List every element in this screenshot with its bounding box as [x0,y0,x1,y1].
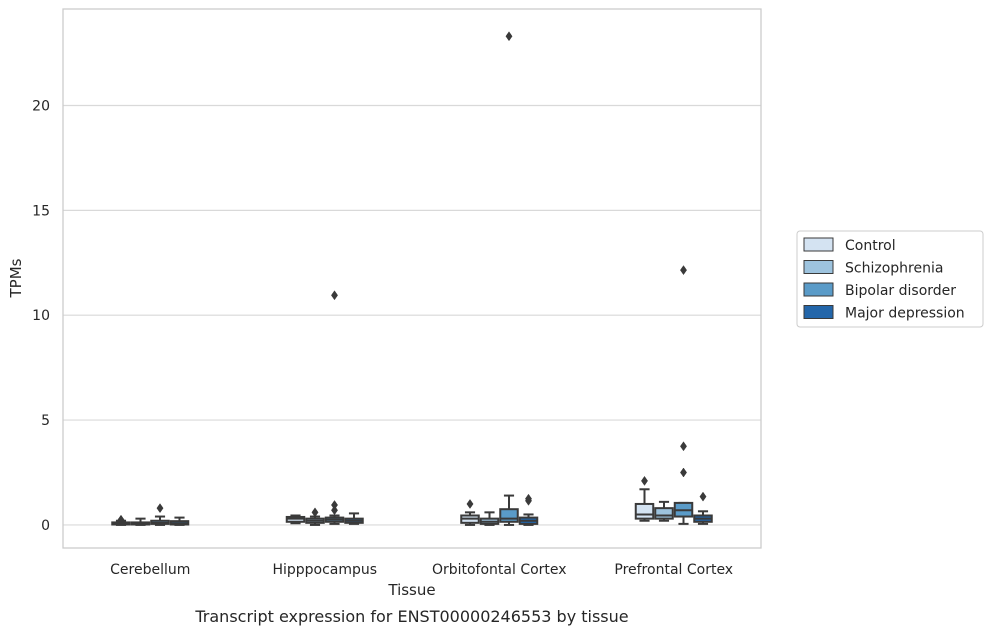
x-axis-label: Tissue [387,581,435,599]
outlier-point [525,493,532,504]
box-3-3 [693,491,713,525]
box-body [634,502,655,520]
y-tick-label: 20 [32,98,50,114]
box-0-1 [130,517,151,526]
outlier-point [331,505,338,516]
y-axis-ticks: 0 5 10 15 20 [32,98,50,533]
box-1-0 [285,514,306,525]
legend-swatch [803,305,834,319]
y-axis-label: TPMs [7,258,25,298]
box-plot-marks [111,31,713,526]
legend: Control Schizophrenia Bipolar disorder Majo… [796,230,984,328]
box-2-3 [518,493,539,526]
outlier-point [311,507,319,518]
box-1-1 [305,507,325,526]
outlier-point [699,491,707,502]
outlier-point [466,499,474,509]
outlier-point [331,290,338,301]
y-tick-label: 5 [41,413,50,429]
x-tick-label: Cerebellum [110,562,190,578]
box-0-2 [150,503,170,526]
legend-label: Major depression [845,306,965,322]
box-3-1 [654,500,674,522]
box-2-2 [499,31,519,526]
outlier-point [680,265,687,276]
box-body [499,508,519,523]
box-0-0 [111,514,131,526]
legend-label: Schizophrenia [845,261,943,277]
outlier-point [641,475,648,486]
box-1-2 [324,290,345,525]
box-2-1 [479,511,500,526]
legend-label: Bipolar disorder [845,283,956,299]
y-tick-label: 15 [32,203,50,219]
legend-label: Control [845,238,896,254]
y-tick-label: 0 [41,518,50,534]
plot-frame [62,8,762,549]
x-tick-label: Hipppocampus [272,562,377,578]
outlier-point [156,503,164,514]
outlier-point [117,514,125,525]
box-1-3 [344,512,364,525]
outlier-point [680,441,687,452]
box-3-2 [673,265,694,525]
x-tick-label: Orbitofontal Cortex [432,562,567,578]
legend-swatch [803,260,834,274]
x-axis-ticks: Cerebellum Hipppocampus Orbitofontal Corte… [110,562,733,578]
outlier-point [505,31,513,42]
box-2-0 [460,499,480,526]
outlier-point [680,467,687,478]
legend-frame [796,230,984,328]
box-0-3 [169,516,190,526]
legend-swatch [803,237,834,252]
outlier-point [331,500,338,510]
legend-swatch [803,282,834,297]
box-body [654,507,674,520]
gridlines [63,104,761,526]
chart-caption: Transcript expression for ENST0000024655… [194,607,628,626]
y-tick-label: 10 [32,308,50,324]
x-tick-label: Prefrontal Cortex [614,562,733,578]
box-3-0 [634,475,655,522]
